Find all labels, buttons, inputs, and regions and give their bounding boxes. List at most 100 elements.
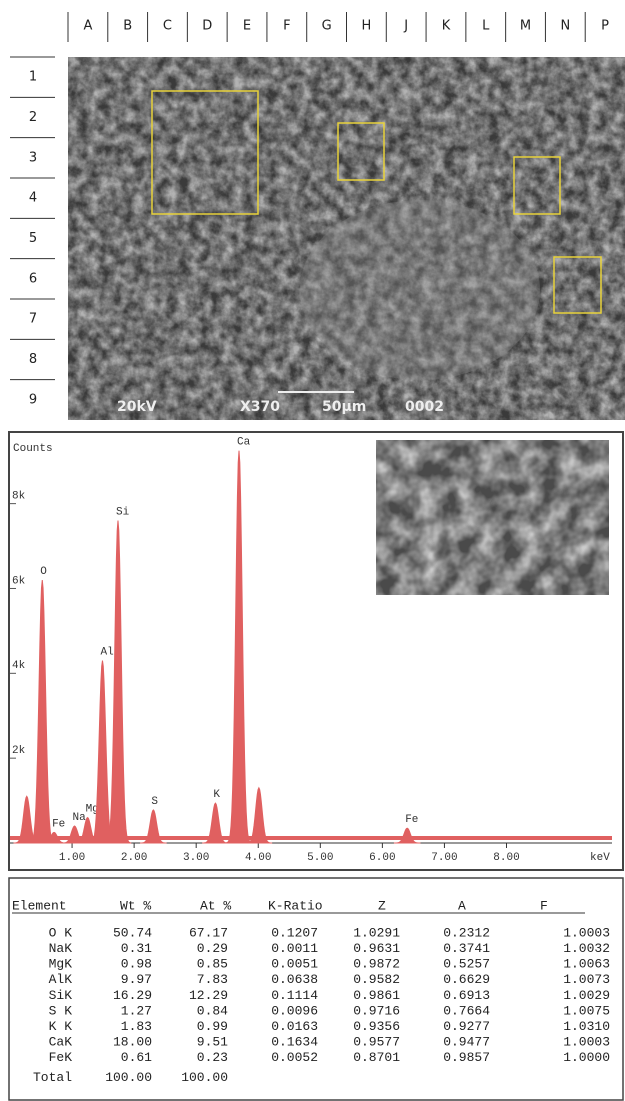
micrograph-label: 0002 <box>405 399 444 415</box>
table-cell: 100.00 <box>181 1070 228 1085</box>
row-label: 8 <box>29 352 37 367</box>
y-tick-label: 4k <box>12 660 26 672</box>
table-header: K-Ratio <box>268 898 323 913</box>
x-tick-label: 2.00 <box>121 852 147 864</box>
peak-label: S <box>151 796 158 808</box>
column-label: N <box>560 19 570 34</box>
column-label: H <box>362 19 372 34</box>
table-header: F <box>540 898 548 913</box>
table-cell: 1.0003 <box>563 925 610 940</box>
selection-box <box>553 256 602 314</box>
table-cell: 0.5257 <box>443 957 490 972</box>
table-cell: 67.17 <box>189 925 228 940</box>
table-cell: 0.0163 <box>271 1019 318 1034</box>
table-cell: 0.0096 <box>271 1003 318 1018</box>
x-tick-label: 5.00 <box>307 852 333 864</box>
table-cell: 1.0032 <box>563 941 610 956</box>
table-cell: 0.6913 <box>443 988 490 1003</box>
table-frame <box>8 877 624 1101</box>
column-label: B <box>123 19 132 34</box>
y-tick-label: 2k <box>12 745 26 757</box>
peak-label: Fe <box>52 818 65 830</box>
table-cell: 1.0063 <box>563 957 610 972</box>
spectrum-peak <box>140 809 167 844</box>
row-label: 7 <box>29 312 37 327</box>
table-cell: K K <box>49 1019 73 1034</box>
column-label: K <box>442 19 451 34</box>
table-cell: 0.0051 <box>271 957 318 972</box>
table-cell: 0.9716 <box>353 1003 400 1018</box>
table-cell: 1.0000 <box>563 1050 610 1065</box>
x-tick-label: 4.00 <box>245 852 271 864</box>
table-cell: 0.0011 <box>271 941 318 956</box>
column-label: L <box>482 19 490 34</box>
table-cell: 1.27 <box>121 1003 152 1018</box>
column-label: J <box>403 19 408 34</box>
selection-box <box>337 122 385 181</box>
table-cell: 1.0073 <box>563 972 610 987</box>
table-cell: 0.84 <box>197 1003 228 1018</box>
table-cell: 16.29 <box>113 988 152 1003</box>
table-cell: FeK <box>49 1050 73 1065</box>
table-cell: 0.85 <box>197 957 228 972</box>
spectrum-peak <box>245 786 273 844</box>
row-label: 3 <box>29 150 37 165</box>
table-cell: 0.9356 <box>353 1019 400 1034</box>
x-tick-label: 3.00 <box>183 852 209 864</box>
spectrum-peak <box>202 802 229 844</box>
table-cell: 9.51 <box>197 1035 228 1050</box>
peak-label: Mg <box>86 803 99 815</box>
table-cell: O K <box>49 925 73 940</box>
peak-label: O <box>40 566 47 578</box>
table-cell: 0.31 <box>121 941 152 956</box>
peak-label: Na <box>73 812 87 824</box>
x-tick-label: 6.00 <box>369 852 395 864</box>
row-label: 6 <box>29 271 37 286</box>
table-cell: 1.0291 <box>353 925 400 940</box>
table-cell: 100.00 <box>105 1070 152 1085</box>
table-cell: 1.0075 <box>563 1003 610 1018</box>
row-label: 2 <box>29 110 37 125</box>
x-tick-label: 8.00 <box>493 852 519 864</box>
table-cell: 1.83 <box>121 1019 152 1034</box>
table-header: A <box>458 898 466 913</box>
row-label: 1 <box>29 70 37 85</box>
table-cell: Total <box>33 1070 72 1085</box>
table-cell: NaK <box>49 941 73 956</box>
table-cell: 0.98 <box>121 957 152 972</box>
table-cell: 1.0003 <box>563 1035 610 1050</box>
table-cell: 0.9477 <box>443 1035 490 1050</box>
column-label: E <box>243 19 251 34</box>
x-axis-label: keV <box>590 852 610 864</box>
row-label: 4 <box>29 191 37 206</box>
table-cell: 7.83 <box>197 972 228 987</box>
table-cell: 0.9857 <box>443 1050 490 1065</box>
table-cell: 0.0638 <box>271 972 318 987</box>
column-label: D <box>202 19 212 34</box>
table-cell: 0.29 <box>197 941 228 956</box>
table-cell: AlK <box>49 972 73 987</box>
spectrum-peak <box>225 450 253 844</box>
table-cell: 0.9582 <box>353 972 400 987</box>
table-cell: 0.1207 <box>271 925 318 940</box>
table-cell: CaK <box>49 1035 73 1050</box>
table-cell: 0.99 <box>197 1019 228 1034</box>
row-label: 5 <box>29 231 37 246</box>
table-header: At % <box>200 898 231 913</box>
peak-label: Fe <box>405 814 418 826</box>
table-cell: 0.1114 <box>271 988 318 1003</box>
selection-box <box>151 90 259 215</box>
table-cell: 0.61 <box>121 1050 152 1065</box>
table-cell: 1.0029 <box>563 988 610 1003</box>
table-cell: SiK <box>49 988 73 1003</box>
table-cell: 0.9577 <box>353 1035 400 1050</box>
inset-texture <box>376 440 609 595</box>
spectrum-peak <box>393 827 421 844</box>
column-label: M <box>520 19 531 34</box>
y-tick-label: 6k <box>12 575 26 587</box>
table-cell: 0.3741 <box>443 941 490 956</box>
column-label: F <box>283 19 290 34</box>
micrograph-label: 20kV <box>117 399 157 415</box>
column-label: A <box>83 19 92 34</box>
